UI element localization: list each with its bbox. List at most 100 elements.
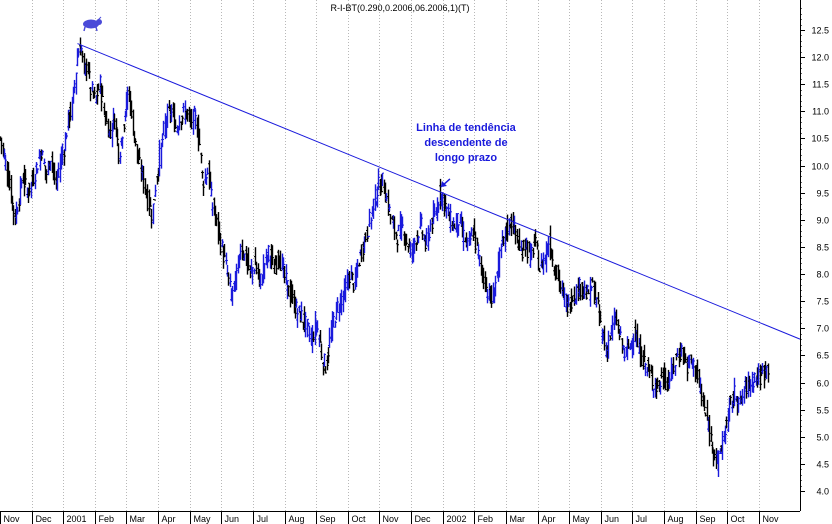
- price-bar: [247, 247, 250, 271]
- price-bar: [161, 133, 164, 148]
- x-tick-label: Nov: [383, 514, 400, 524]
- price-bar: [328, 327, 331, 348]
- price-bar: [121, 136, 124, 149]
- x-tick-label: May: [573, 514, 591, 524]
- price-bar: [285, 264, 288, 285]
- price-bar: [221, 239, 224, 248]
- x-tick-label: Oct: [731, 514, 746, 524]
- price-bar: [340, 289, 343, 316]
- price-bar: [381, 172, 384, 187]
- price-bar: [215, 214, 218, 227]
- price-bar: [344, 275, 347, 303]
- price-bar: [308, 325, 311, 343]
- x-tick-label: Nov: [4, 514, 21, 524]
- price-bar: [251, 266, 254, 285]
- price-bar: [53, 162, 56, 185]
- chart-title: R-I-BT(0.290,0.2006,06.2006,1)(T): [330, 3, 469, 13]
- price-bar: [184, 100, 187, 125]
- price-bar: [170, 104, 173, 123]
- x-tick-label: Mar: [130, 514, 146, 524]
- price-bar: [263, 262, 266, 280]
- annotation-line: descendente de: [424, 137, 507, 149]
- price-bar: [356, 258, 359, 278]
- price-bar: [590, 285, 593, 292]
- price-bar: [469, 232, 472, 246]
- price-bar: [485, 277, 488, 292]
- price-bar: [238, 254, 241, 269]
- price-bar: [591, 277, 594, 283]
- price-bar: [153, 198, 156, 201]
- price-bar: [474, 231, 477, 254]
- price-bar: [76, 48, 79, 67]
- price-bar: [32, 167, 35, 187]
- price-bar: [227, 272, 230, 286]
- price-bar: [585, 284, 588, 300]
- price-bar: [298, 305, 301, 312]
- y-tick-label: 11.0: [812, 107, 829, 117]
- price-bar: [259, 273, 262, 290]
- price-bar: [253, 268, 256, 275]
- price-bar: [334, 320, 337, 328]
- annotation: Linha de tendência descendente de longo pr…: [416, 122, 517, 188]
- price-bar: [304, 311, 307, 338]
- price-bar: [201, 170, 204, 179]
- price-bar: [351, 272, 354, 281]
- price-bar: [719, 448, 722, 454]
- price-bar: [24, 169, 27, 186]
- price-bar: [206, 167, 209, 176]
- price-bar: [536, 240, 539, 250]
- price-bar: [283, 266, 286, 284]
- annotation-line: Linha de tendência: [416, 122, 517, 134]
- price-bar: [332, 311, 335, 328]
- price-bar: [101, 85, 104, 98]
- price-bar: [126, 86, 129, 110]
- x-tick-label: Sep: [700, 514, 716, 524]
- price-bar: [767, 363, 770, 383]
- price-bar: [219, 233, 222, 256]
- y-tick-label: 8.0: [816, 270, 829, 280]
- price-bar: [676, 348, 679, 358]
- price-bar: [466, 237, 469, 252]
- price-bar: [12, 205, 15, 226]
- price-bar: [200, 152, 203, 164]
- price-bar: [77, 48, 80, 57]
- price-bar: [724, 425, 727, 445]
- price-bar: [364, 232, 367, 243]
- price-bar: [571, 295, 574, 303]
- price-bar: [644, 362, 647, 377]
- price-series: [0, 37, 770, 477]
- price-bar: [4, 154, 7, 171]
- price-bar: [287, 285, 290, 297]
- price-bar: [180, 121, 183, 131]
- price-bar: [89, 86, 92, 102]
- price-bar: [532, 247, 535, 258]
- price-bar: [243, 253, 246, 261]
- price-bar: [229, 273, 232, 288]
- price-bar: [431, 217, 434, 235]
- price-bar: [632, 333, 635, 356]
- price-bar: [494, 275, 497, 297]
- price-bar: [142, 166, 145, 194]
- price-bar: [710, 426, 713, 442]
- price-bar: [407, 245, 410, 253]
- price-bar: [68, 111, 71, 129]
- price-bar: [522, 239, 525, 251]
- price-bar: [619, 326, 622, 336]
- price-bar: [413, 237, 416, 254]
- price-bar: [674, 365, 677, 376]
- price-bar: [721, 431, 724, 460]
- price-bar: [105, 110, 108, 123]
- x-tick-label: Sep: [320, 514, 336, 524]
- price-bar: [385, 193, 388, 202]
- x-axis: Nov Dec 2001 Feb Mar Apr May Jun Jul Aug Sep Oct Nov…: [0, 511, 832, 524]
- price-bar: [457, 224, 460, 236]
- x-tick-label: Aug: [668, 514, 684, 524]
- price-bar: [456, 213, 459, 238]
- price-bar: [111, 122, 114, 148]
- price-bar: [510, 213, 513, 237]
- price-bar: [655, 378, 658, 399]
- price-bar: [636, 323, 639, 348]
- price-bar: [551, 249, 554, 267]
- price-bar: [749, 379, 752, 397]
- price-bar: [327, 347, 330, 364]
